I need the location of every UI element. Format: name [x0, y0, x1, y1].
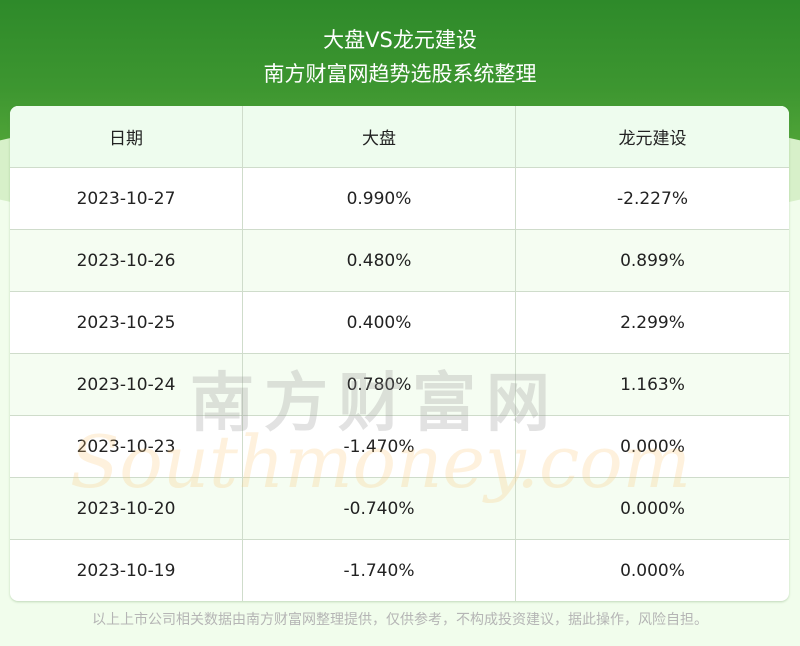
- stock-change-cell: 2.299%: [620, 312, 685, 333]
- date-cell: 2023-10-19: [10, 540, 243, 601]
- date-cell: 2023-10-24: [10, 354, 243, 415]
- market-change-cell: -0.740%: [243, 478, 516, 539]
- page-title: 大盘VS龙元建设: [323, 28, 477, 52]
- table-row: 2023-10-25 0.400% 2.299%: [10, 292, 789, 354]
- stock-change-cell: 0.000%: [620, 498, 685, 519]
- disclaimer: 以上上市公司相关数据由南方财富网整理提供，仅供参考，不构成投资建议，据此操作，风…: [92, 612, 708, 628]
- stock-change-cell: 0.000%: [620, 560, 685, 581]
- market-change-cell: 0.780%: [243, 354, 516, 415]
- date-cell: 2023-10-25: [10, 292, 243, 353]
- column-header-market: 大盘: [243, 106, 516, 167]
- column-header-stock: 龙元建设: [618, 129, 687, 149]
- table-header-row: 日期 大盘 龙元建设: [10, 106, 789, 168]
- date-cell: 2023-10-27: [10, 168, 243, 229]
- date-cell: 2023-10-20: [10, 478, 243, 539]
- market-change-cell: 0.480%: [243, 230, 516, 291]
- market-change-cell: -1.470%: [243, 416, 516, 477]
- stock-change-cell: 0.899%: [620, 250, 685, 271]
- column-header-date: 日期: [10, 106, 243, 167]
- market-change-cell: -1.740%: [243, 540, 516, 601]
- table-row: 2023-10-26 0.480% 0.899%: [10, 230, 789, 292]
- page-subtitle: 南方财富网趋势选股系统整理: [263, 62, 537, 86]
- stock-change-cell: -2.227%: [617, 188, 688, 209]
- table-row: 2023-10-23 -1.470% 0.000%: [10, 416, 789, 478]
- table-row: 2023-10-27 0.990% -2.227%: [10, 168, 789, 230]
- stock-change-cell: 0.000%: [620, 436, 685, 457]
- date-cell: 2023-10-23: [10, 416, 243, 477]
- market-change-cell: 0.990%: [243, 168, 516, 229]
- table-row: 2023-10-19 -1.740% 0.000%: [10, 540, 789, 601]
- table-row: 2023-10-24 0.780% 1.163%: [10, 354, 789, 416]
- comparison-table: 日期 大盘 龙元建设 2023-10-27 0.990% -2.227% 2023-1…: [10, 106, 789, 601]
- date-cell: 2023-10-26: [10, 230, 243, 291]
- table-row: 2023-10-20 -0.740% 0.000%: [10, 478, 789, 540]
- market-change-cell: 0.400%: [243, 292, 516, 353]
- stock-change-cell: 1.163%: [620, 374, 685, 395]
